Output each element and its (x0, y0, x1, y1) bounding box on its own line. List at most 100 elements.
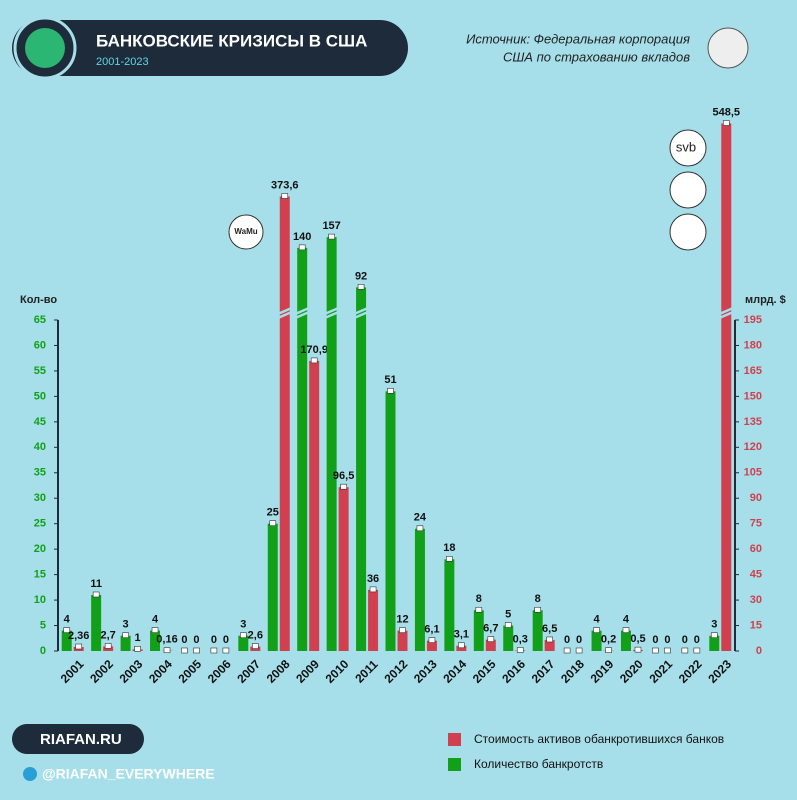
bar (338, 487, 349, 651)
value-label: 0 (576, 634, 582, 646)
logo-globe (25, 28, 65, 68)
source: США по страхованию вкладов (503, 49, 690, 64)
value-label: 3 (123, 619, 129, 631)
value-marker (693, 647, 701, 654)
bar (91, 594, 102, 651)
y2-tick-label: 45 (750, 569, 762, 581)
value-label: 4 (593, 614, 600, 626)
bar (456, 645, 467, 651)
value-marker (534, 606, 541, 613)
y2-tick-label: 180 (744, 339, 762, 351)
value-marker (181, 647, 188, 654)
bar (414, 528, 425, 651)
axis-break (277, 306, 293, 320)
value-marker (210, 647, 218, 654)
value-label: 4 (623, 614, 630, 626)
value-marker (546, 636, 553, 643)
value-marker (622, 627, 630, 633)
value-label: 548,5 (713, 106, 741, 118)
value-marker (399, 627, 406, 633)
bar (473, 610, 484, 651)
bar (485, 639, 496, 651)
annotation: WaMu (234, 227, 257, 236)
legend-swatch (448, 758, 461, 771)
value-label: 0 (223, 634, 229, 646)
value-label: 18 (443, 542, 455, 554)
y-tick-label: 15 (34, 569, 46, 581)
value-label: 2,36 (68, 630, 89, 642)
value-label: 2,7 (101, 629, 116, 641)
value-marker (281, 193, 289, 199)
bar (709, 635, 720, 651)
value-label: 3 (240, 619, 246, 631)
y2-tick-label: 150 (744, 390, 762, 402)
bar (591, 630, 602, 651)
value-marker (458, 642, 465, 649)
y-tick-label: 30 (34, 492, 46, 504)
bar (61, 630, 72, 651)
value-marker (504, 622, 512, 628)
bar (267, 523, 278, 651)
y-tick-label: 65 (34, 314, 46, 326)
chart-subtitle: 2001-2023 (96, 56, 149, 68)
value-label: 8 (535, 593, 541, 605)
value-label: 0 (181, 634, 187, 646)
y2-tick-label: 75 (750, 518, 762, 530)
y2-tick-label: 30 (750, 594, 762, 606)
bar (544, 639, 555, 651)
value-label: 170,9 (300, 344, 328, 356)
chart-title: БАНКОВСКИЕ КРИЗИСЫ В США (96, 31, 367, 50)
value-marker (240, 632, 247, 639)
bar (426, 640, 437, 651)
value-marker (369, 586, 377, 593)
value-marker (104, 643, 112, 649)
bar (150, 630, 161, 651)
value-label: 5 (505, 608, 511, 620)
bar (503, 625, 514, 651)
value-label: 0,5 (630, 633, 645, 645)
bar (238, 635, 249, 651)
value-marker (328, 233, 335, 240)
axis-break (294, 306, 310, 320)
bar (532, 610, 543, 651)
value-marker (428, 637, 436, 643)
value-marker (357, 284, 365, 290)
value-marker (416, 525, 424, 532)
value-marker (487, 636, 495, 642)
legend-label: Количество банкротств (474, 757, 603, 771)
y-tick-label: 20 (34, 543, 46, 555)
y-tick-label: 5 (40, 619, 46, 631)
telegram-icon (23, 767, 37, 781)
value-label: 0 (564, 634, 570, 646)
value-label: 157 (322, 220, 340, 232)
y-tick-label: 55 (34, 365, 46, 377)
bar (721, 123, 732, 651)
axis-break (718, 306, 734, 320)
bar (620, 630, 631, 651)
bar (120, 635, 131, 651)
value-marker (516, 647, 524, 653)
value-label: 0 (193, 634, 199, 646)
y2-axis-label: млрд. $ (745, 294, 786, 306)
value-label: 373,6 (271, 179, 299, 191)
value-marker (222, 647, 230, 654)
value-marker (575, 647, 583, 654)
wamu-logo (228, 214, 264, 250)
value-marker (446, 556, 453, 562)
value-label: 0,16 (156, 634, 177, 646)
value-marker (605, 647, 612, 653)
footer-site: RIAFAN.RU (40, 731, 122, 748)
value-label: 92 (355, 270, 367, 282)
value-label: 4 (64, 614, 71, 626)
axis-break (324, 306, 340, 320)
bar (356, 287, 367, 651)
value-marker (681, 647, 689, 654)
value-marker (122, 632, 129, 639)
first-republic-logo (669, 213, 707, 251)
value-marker (298, 244, 306, 251)
bar (397, 630, 408, 651)
value-marker (593, 627, 600, 633)
value-label: 0 (664, 634, 670, 646)
value-label: 0 (211, 634, 217, 646)
